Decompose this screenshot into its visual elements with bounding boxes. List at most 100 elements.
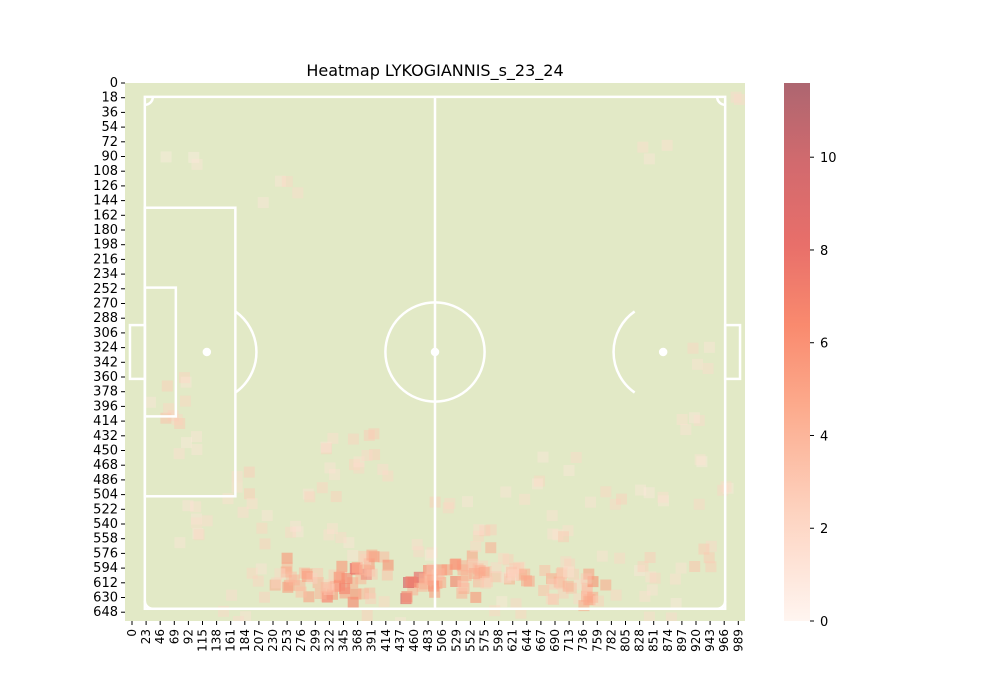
heat-cell bbox=[281, 176, 293, 187]
heat-cell bbox=[485, 542, 497, 554]
heat-cell bbox=[179, 395, 191, 407]
heat-cell bbox=[750, 90, 761, 101]
heat-cell bbox=[502, 554, 514, 566]
heat-cell bbox=[509, 563, 521, 575]
heat-cell bbox=[482, 576, 493, 588]
y-tick-label: 180 bbox=[93, 223, 118, 238]
y-tick-label: 54 bbox=[101, 120, 118, 135]
heat-cell bbox=[237, 506, 249, 518]
heat-cell bbox=[312, 568, 324, 579]
heat-cell bbox=[519, 493, 531, 505]
colorbar-ticks: 0 2 4 6 8 10 bbox=[810, 151, 837, 630]
heat-cell bbox=[339, 583, 351, 595]
y-tick-label: 432 bbox=[93, 429, 118, 444]
x-tick-label: 391 bbox=[365, 629, 379, 652]
heat-cell bbox=[191, 513, 202, 525]
heat-cell bbox=[558, 531, 569, 543]
heat-cell bbox=[347, 433, 359, 445]
heat-cell bbox=[587, 591, 599, 603]
heat-cell bbox=[333, 571, 345, 583]
x-tick-label: 943 bbox=[703, 629, 717, 652]
heat-cell bbox=[496, 596, 508, 608]
y-tick-label: 18 bbox=[101, 91, 118, 106]
heat-cell bbox=[610, 589, 622, 601]
heat-cell bbox=[231, 481, 243, 493]
heat-cell bbox=[243, 466, 255, 478]
heat-cell bbox=[457, 580, 469, 592]
y-tick-label: 0 bbox=[110, 76, 118, 91]
heat-cell bbox=[616, 493, 627, 505]
y-tick-label: 342 bbox=[93, 355, 118, 370]
left-penalty-arc bbox=[234, 310, 258, 394]
heat-cell bbox=[320, 443, 332, 455]
heat-cell bbox=[382, 470, 394, 482]
heat-cell bbox=[593, 595, 604, 607]
heat-cell bbox=[547, 578, 559, 590]
y-tick-label: 126 bbox=[93, 179, 118, 194]
heat-cell bbox=[646, 584, 658, 596]
heat-cell bbox=[490, 571, 502, 583]
x-tick-label: 667 bbox=[534, 629, 548, 652]
heat-cell bbox=[705, 540, 717, 552]
heat-cell bbox=[450, 558, 462, 570]
heat-cell bbox=[658, 495, 669, 507]
x-tick-label: 414 bbox=[379, 629, 393, 652]
heat-cell bbox=[680, 424, 692, 436]
heat-cell bbox=[218, 605, 229, 617]
heat-cell bbox=[504, 573, 515, 585]
heat-cell bbox=[382, 559, 394, 571]
heat-cell bbox=[698, 543, 710, 555]
heat-cell bbox=[457, 564, 469, 576]
heat-cell bbox=[161, 380, 173, 392]
x-tick-label: 437 bbox=[393, 629, 407, 652]
y-tick-label: 36 bbox=[101, 105, 118, 120]
heat-cell bbox=[324, 462, 336, 474]
heat-cell bbox=[609, 498, 621, 510]
heat-cell bbox=[240, 611, 252, 621]
x-tick-label: 184 bbox=[238, 629, 252, 652]
heat-cell bbox=[353, 456, 365, 468]
heat-cell bbox=[545, 593, 557, 605]
corner-arc bbox=[144, 96, 155, 107]
heat-cells bbox=[144, 90, 761, 621]
heat-cell bbox=[301, 568, 313, 580]
heat-cell bbox=[473, 576, 484, 588]
heat-cell bbox=[226, 589, 238, 601]
heat-cell bbox=[201, 515, 213, 527]
heat-cell bbox=[361, 610, 373, 621]
heat-cell bbox=[395, 617, 406, 621]
heat-cell bbox=[326, 523, 338, 535]
center-spot bbox=[430, 347, 440, 357]
heat-cell bbox=[231, 471, 243, 483]
heat-cell bbox=[580, 573, 592, 585]
x-tick-label: 46 bbox=[153, 629, 167, 644]
heat-cell bbox=[358, 550, 370, 562]
heat-cell bbox=[553, 576, 565, 588]
x-tick-label: 920 bbox=[689, 629, 703, 652]
y-tick-label: 612 bbox=[93, 576, 118, 591]
heat-cell bbox=[327, 432, 339, 444]
heat-cell bbox=[364, 587, 376, 599]
x-tick-label: 874 bbox=[661, 629, 675, 652]
heat-cell bbox=[365, 593, 377, 605]
heat-cell bbox=[562, 580, 574, 592]
x-tick-label: 92 bbox=[181, 629, 195, 644]
heat-cell bbox=[294, 580, 306, 592]
x-tick-label: 759 bbox=[590, 629, 604, 652]
heat-cell bbox=[643, 611, 655, 621]
heat-cell bbox=[424, 574, 436, 586]
heat-cell bbox=[256, 522, 268, 534]
x-tick-label: 506 bbox=[435, 629, 449, 652]
heat-cell bbox=[730, 91, 742, 103]
heat-cell bbox=[274, 175, 286, 187]
heat-cell bbox=[634, 565, 646, 577]
heat-cell bbox=[560, 556, 572, 568]
heat-cell bbox=[694, 454, 706, 466]
heat-cell bbox=[581, 582, 593, 594]
heat-cell bbox=[583, 568, 595, 580]
heat-cell bbox=[600, 579, 612, 591]
heat-cell bbox=[180, 376, 192, 388]
heat-cell bbox=[377, 463, 389, 475]
heat-cell bbox=[252, 575, 264, 587]
heat-cell bbox=[570, 452, 582, 463]
